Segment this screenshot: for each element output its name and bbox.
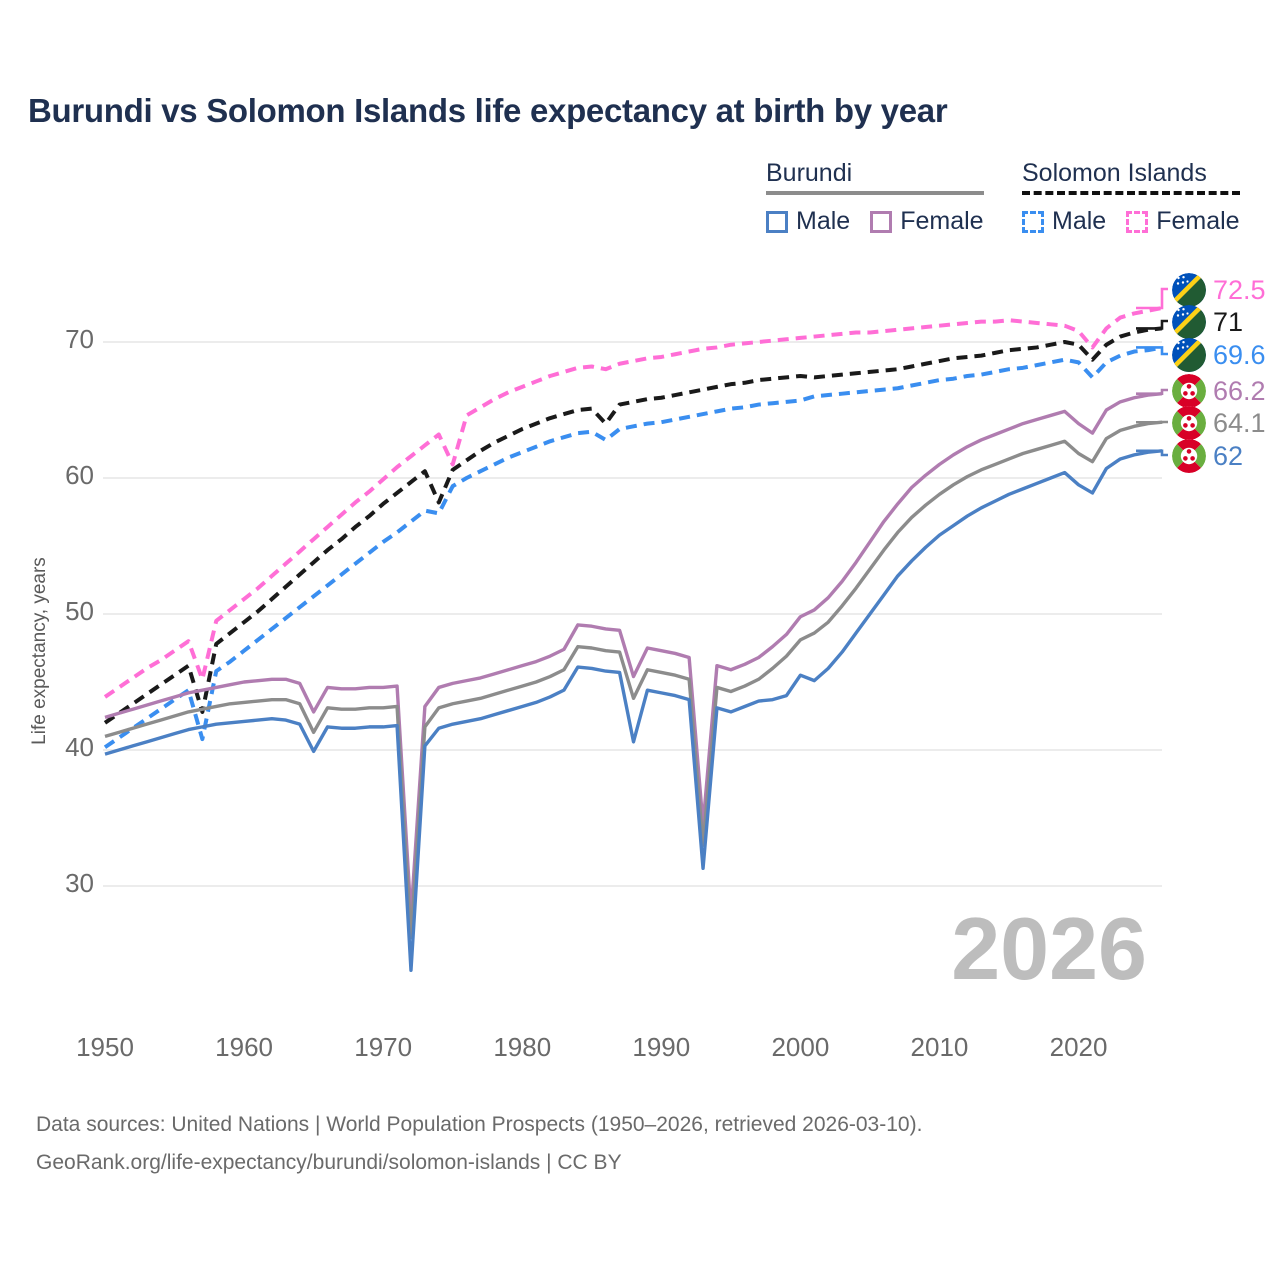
legend-swatch-solomon-female — [1126, 210, 1149, 233]
solomon-islands-flag-icon — [1172, 338, 1206, 372]
solomon-islands-flag-icon — [1172, 273, 1206, 307]
burundi-flag-icon — [1172, 374, 1206, 408]
legend-item-solomon-female[interactable]: Female — [1126, 207, 1240, 236]
x-tick-label: 1970 — [354, 1032, 413, 1062]
series-line-solomon-male — [103, 345, 1163, 749]
x-tick-label: 2010 — [910, 1032, 969, 1062]
y-axis-title: Life expectancy, years — [29, 557, 50, 745]
burundi-flag-icon — [1172, 439, 1206, 473]
x-tick-label: 1980 — [493, 1032, 552, 1062]
end-label-value: 62 — [1213, 441, 1244, 471]
x-tick-label: 2020 — [1049, 1032, 1108, 1062]
footer-line-url[interactable]: GeoRank.org/life-expectancy/burundi/solo… — [36, 1151, 622, 1174]
end-label-solomon-female: 72.5 — [1172, 272, 1266, 308]
connector-solomon-total — [1136, 319, 1168, 330]
page-title: Burundi vs Solomon Islands life expectan… — [28, 92, 948, 129]
label-connectors — [1136, 287, 1168, 457]
x-tick-label: 1950 — [76, 1032, 134, 1062]
legend-group-burundi: Burundi Male Female — [766, 158, 984, 236]
end-label-burundi-total: 64.1 — [1172, 405, 1266, 441]
end-label-solomon-total: 71 — [1172, 304, 1243, 340]
series-lines — [103, 306, 1163, 973]
end-label-value: 71 — [1213, 307, 1244, 337]
legend-swatch-burundi-male — [766, 210, 788, 233]
footer: Data sources: United Nations | World Pop… — [36, 1106, 922, 1182]
legend-heading-burundi: Burundi — [766, 159, 853, 187]
end-label-solomon-male: 69.6 — [1172, 337, 1266, 373]
footer-line-sources: Data sources: United Nations | World Pop… — [36, 1113, 923, 1136]
y-tick-label: 50 — [65, 596, 94, 626]
x-tick-label: 2000 — [771, 1032, 830, 1062]
end-label-value: 66.2 — [1213, 376, 1266, 406]
series-line-solomon-total — [103, 326, 1163, 725]
x-tick-label: 1990 — [632, 1032, 691, 1062]
plot-area — [103, 287, 1168, 973]
y-tick-label: 40 — [65, 732, 94, 762]
connector-burundi-female — [1136, 388, 1168, 395]
legend-item-burundi-male[interactable]: Male — [766, 207, 850, 236]
legend-label-solomon-female: Female — [1156, 207, 1240, 235]
gridlines — [103, 341, 1162, 887]
legend-label-burundi-female: Female — [900, 207, 984, 235]
end-label-value: 72.5 — [1213, 275, 1266, 305]
series-line-burundi-male — [104, 449, 1163, 973]
y-tick-label: 30 — [65, 868, 94, 898]
burundi-flag-icon — [1172, 406, 1206, 440]
solomon-islands-flag-icon — [1172, 305, 1206, 339]
series-line-burundi-female — [104, 391, 1163, 918]
legend-swatch-solomon-male — [1022, 210, 1044, 233]
y-tick-label: 60 — [65, 460, 94, 490]
series-line-solomon-female — [103, 306, 1163, 699]
connector-solomon-male — [1136, 346, 1168, 356]
x-tick-label: 1960 — [215, 1032, 273, 1062]
legend-heading-solomon-islands: Solomon Islands — [1022, 159, 1207, 187]
connector-solomon-female — [1136, 287, 1168, 310]
legend-rule-burundi — [766, 191, 984, 195]
end-label-value: 64.1 — [1213, 408, 1266, 438]
legend-label-solomon-male: Male — [1052, 207, 1107, 235]
y-tick-label: 70 — [65, 324, 94, 354]
legend-label-burundi-male: Male — [796, 207, 851, 235]
end-label-burundi-female: 66.2 — [1172, 373, 1266, 409]
legend-group-solomon-islands: Solomon Islands Male Female — [1022, 158, 1240, 236]
end-label-value: 69.6 — [1213, 340, 1266, 370]
legend-item-burundi-female[interactable]: Female — [870, 207, 984, 236]
legend-swatch-burundi-female — [870, 210, 893, 233]
chart-legend: Burundi Male Female Solomon Islands Male — [760, 158, 1260, 248]
series-line-burundi-total — [104, 420, 1163, 940]
end-label-burundi-male: 62 — [1172, 438, 1243, 474]
connector-burundi-male — [1136, 449, 1168, 457]
legend-rule-solomon-islands — [1022, 191, 1240, 195]
legend-item-solomon-male[interactable]: Male — [1022, 207, 1106, 236]
year-watermark: 2026 — [951, 899, 1147, 998]
